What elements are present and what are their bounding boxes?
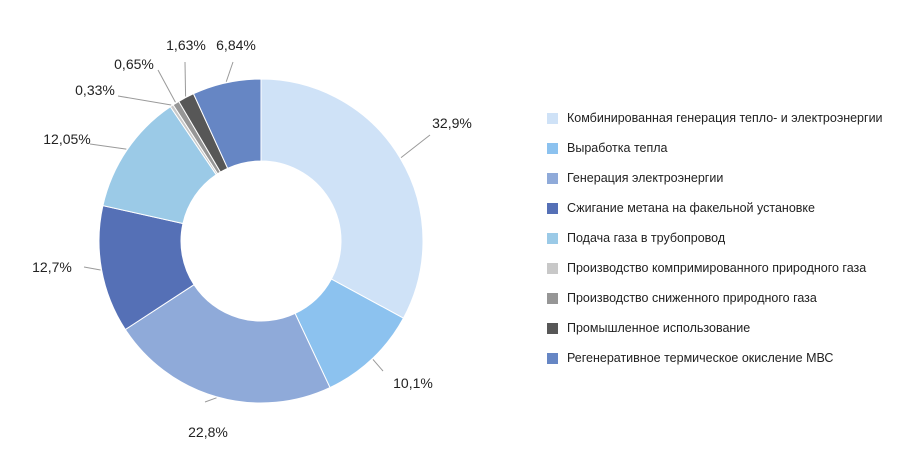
legend-swatch [547,322,558,334]
leader-line [204,397,217,403]
legend-swatch [547,172,558,184]
legend-label: Производство сниженного природного газа [567,291,817,305]
legend-swatch [547,112,558,124]
legend-label: Регенеративное термическое окисление МВС [567,351,834,365]
data-label: 1,63% [166,37,206,53]
donut-chart: 32,9% 10,1% 22,8% 12,7% 12,05% 0,33% 0,65% 1,63… [32,37,472,440]
legend-item: Производство компримированного природног… [547,253,907,283]
leader-line [83,266,101,271]
legend-label: Производство компримированного природног… [567,261,867,275]
donut-slices [98,78,424,404]
legend-item: Производство сниженного природного газа [547,283,907,313]
legend-item: Промышленное использование [547,313,907,343]
legend-label: Комбинированная генерация тепло- и элект… [567,111,883,125]
leader-line [184,61,187,97]
legend-swatch [547,142,558,154]
donut-slice [192,78,262,169]
chart-legend: Комбинированная генерация тепло- и элект… [547,103,907,373]
leader-line [225,61,234,82]
legend-item: Сжигание метана на факельной установке [547,193,907,223]
legend-label: Выработка тепла [567,141,668,155]
leader-lines [83,61,431,403]
leader-line [89,143,127,150]
data-label: 0,33% [75,82,115,98]
data-label: 12,7% [32,259,72,275]
legend-swatch [547,352,558,364]
data-label: 12,05% [43,131,90,147]
legend-item: Выработка тепла [547,133,907,163]
data-label: 32,9% [432,115,472,131]
data-label: 0,65% [114,56,154,72]
legend-swatch [547,232,558,244]
legend-label: Сжигание метана на факельной установке [567,201,815,215]
legend-swatch [547,202,558,214]
leader-line [372,359,384,372]
leader-line [117,95,172,106]
legend-label: Подача газа в трубопровод [567,231,726,245]
legend-item: Подача газа в трубопровод [547,223,907,253]
legend-item: Комбинированная генерация тепло- и элект… [547,103,907,133]
legend-item: Регенеративное термическое окисление МВС [547,343,907,373]
legend-label: Промышленное использование [567,321,751,335]
legend-swatch [547,292,558,304]
legend-item: Генерация электроэнергии [547,163,907,193]
data-label: 22,8% [188,424,228,440]
leader-line [400,134,431,158]
data-label: 10,1% [393,375,433,391]
legend-label: Генерация электроэнергии [567,171,724,185]
donut-slice [124,284,331,404]
data-labels: 32,9% 10,1% 22,8% 12,7% 12,05% 0,33% 0,65% 1,63… [32,37,472,440]
donut-slice [260,78,424,319]
leader-line [157,69,176,103]
legend-swatch [547,262,558,274]
data-label: 6,84% [216,37,256,53]
